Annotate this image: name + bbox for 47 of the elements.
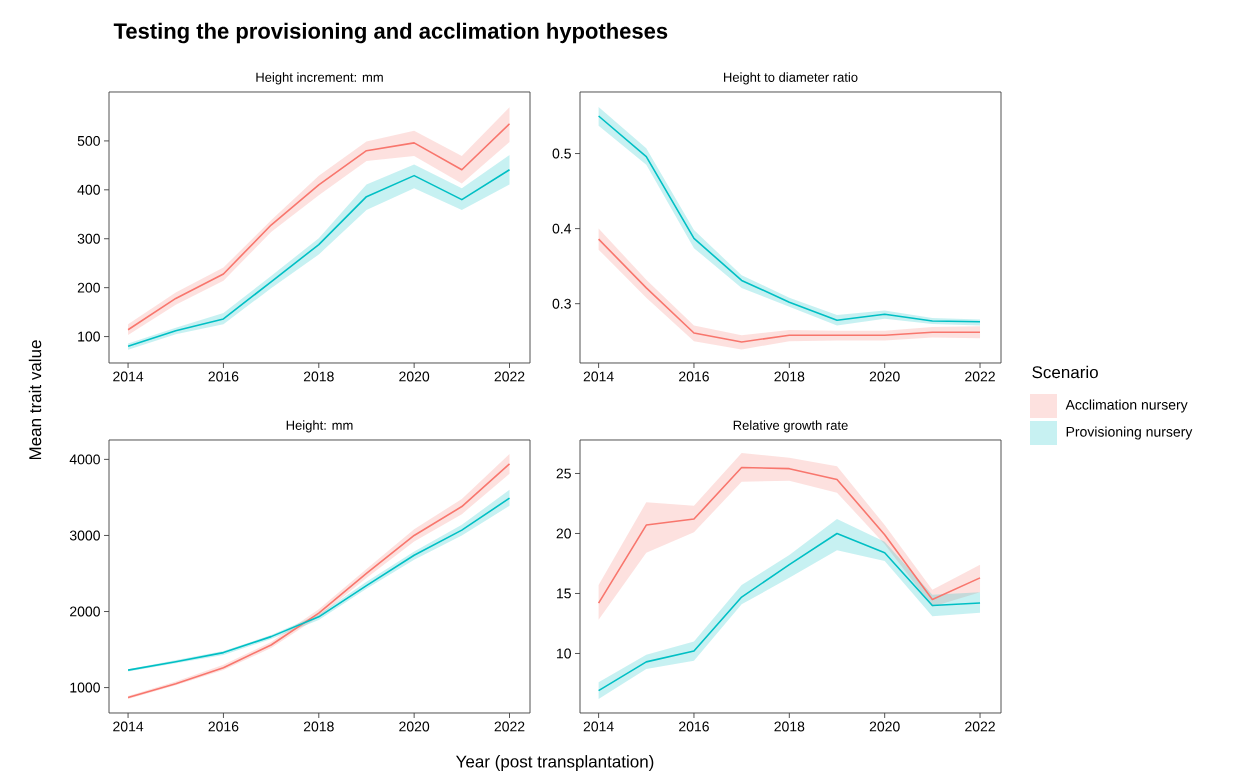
x-tick-label: 2020 xyxy=(399,371,430,382)
line-series xyxy=(597,466,981,604)
x-tick-label: 2018 xyxy=(303,371,334,382)
y-tick-label: 0.3 xyxy=(552,298,571,309)
x-tick-label: 2016 xyxy=(679,721,709,732)
x-tick-label: 2018 xyxy=(774,371,805,382)
y-tick-label: 3000 xyxy=(69,530,100,541)
x-tick-label: 2018 xyxy=(774,721,805,732)
legend-label: Acclimation nursery xyxy=(1065,399,1188,413)
x-tick-label: 2022 xyxy=(965,371,995,382)
y-tick-label: 2000 xyxy=(70,606,100,617)
x-tick-label: 2022 xyxy=(965,721,995,732)
x-tick-label: 2014 xyxy=(583,721,614,732)
chart-title: Height to diameter ratio xyxy=(724,72,858,85)
x-tick-label: 2020 xyxy=(399,721,430,732)
x-tick-label: 2014 xyxy=(113,721,144,732)
x-tick-label: 2014 xyxy=(113,371,144,382)
x-tick-label: 2018 xyxy=(303,721,334,732)
y-tick-label: 1000 xyxy=(70,682,100,693)
y-tick-label: 15 xyxy=(556,588,571,599)
legend-title: Scenario xyxy=(1032,365,1098,379)
x-tick-label: 2016 xyxy=(208,371,239,382)
x-tick-label: 2020 xyxy=(869,371,900,382)
y-tick-label: 100 xyxy=(78,331,100,342)
y-tick-label: 300 xyxy=(77,233,100,244)
x-tick-label: 2020 xyxy=(869,721,900,732)
y-tick-label: 0.5 xyxy=(552,148,571,159)
chart-title: Height increment: mm xyxy=(256,72,383,85)
x-axis-title: Year (post transplantation) xyxy=(456,754,654,771)
legend-label: Provisioning nursery xyxy=(1066,426,1193,440)
x-tick-label: 2014 xyxy=(583,371,614,382)
y-tick-label: 20 xyxy=(556,528,571,539)
y-tick-label: 400 xyxy=(77,184,100,195)
x-tick-label: 2022 xyxy=(494,721,525,732)
y-tick-label: 0.4 xyxy=(552,223,572,234)
y-axis-title: Mean trait value xyxy=(28,340,42,459)
x-tick-label: 2016 xyxy=(679,371,709,382)
y-tick-label: 25 xyxy=(556,468,571,479)
text: Testing the provisioning and acclimation hypotheses xyxy=(113,22,668,44)
y-tick-label: 200 xyxy=(77,282,100,293)
y-tick-label: 4000 xyxy=(69,454,100,465)
y-tick-label: 10 xyxy=(556,648,571,659)
x-tick-label: 2016 xyxy=(208,721,239,732)
x-tick-label: 2022 xyxy=(494,371,525,382)
chart-title: Relative growth rate xyxy=(733,420,848,433)
chart-title: Height: mm xyxy=(286,420,353,433)
y-tick-label: 500 xyxy=(77,135,100,146)
